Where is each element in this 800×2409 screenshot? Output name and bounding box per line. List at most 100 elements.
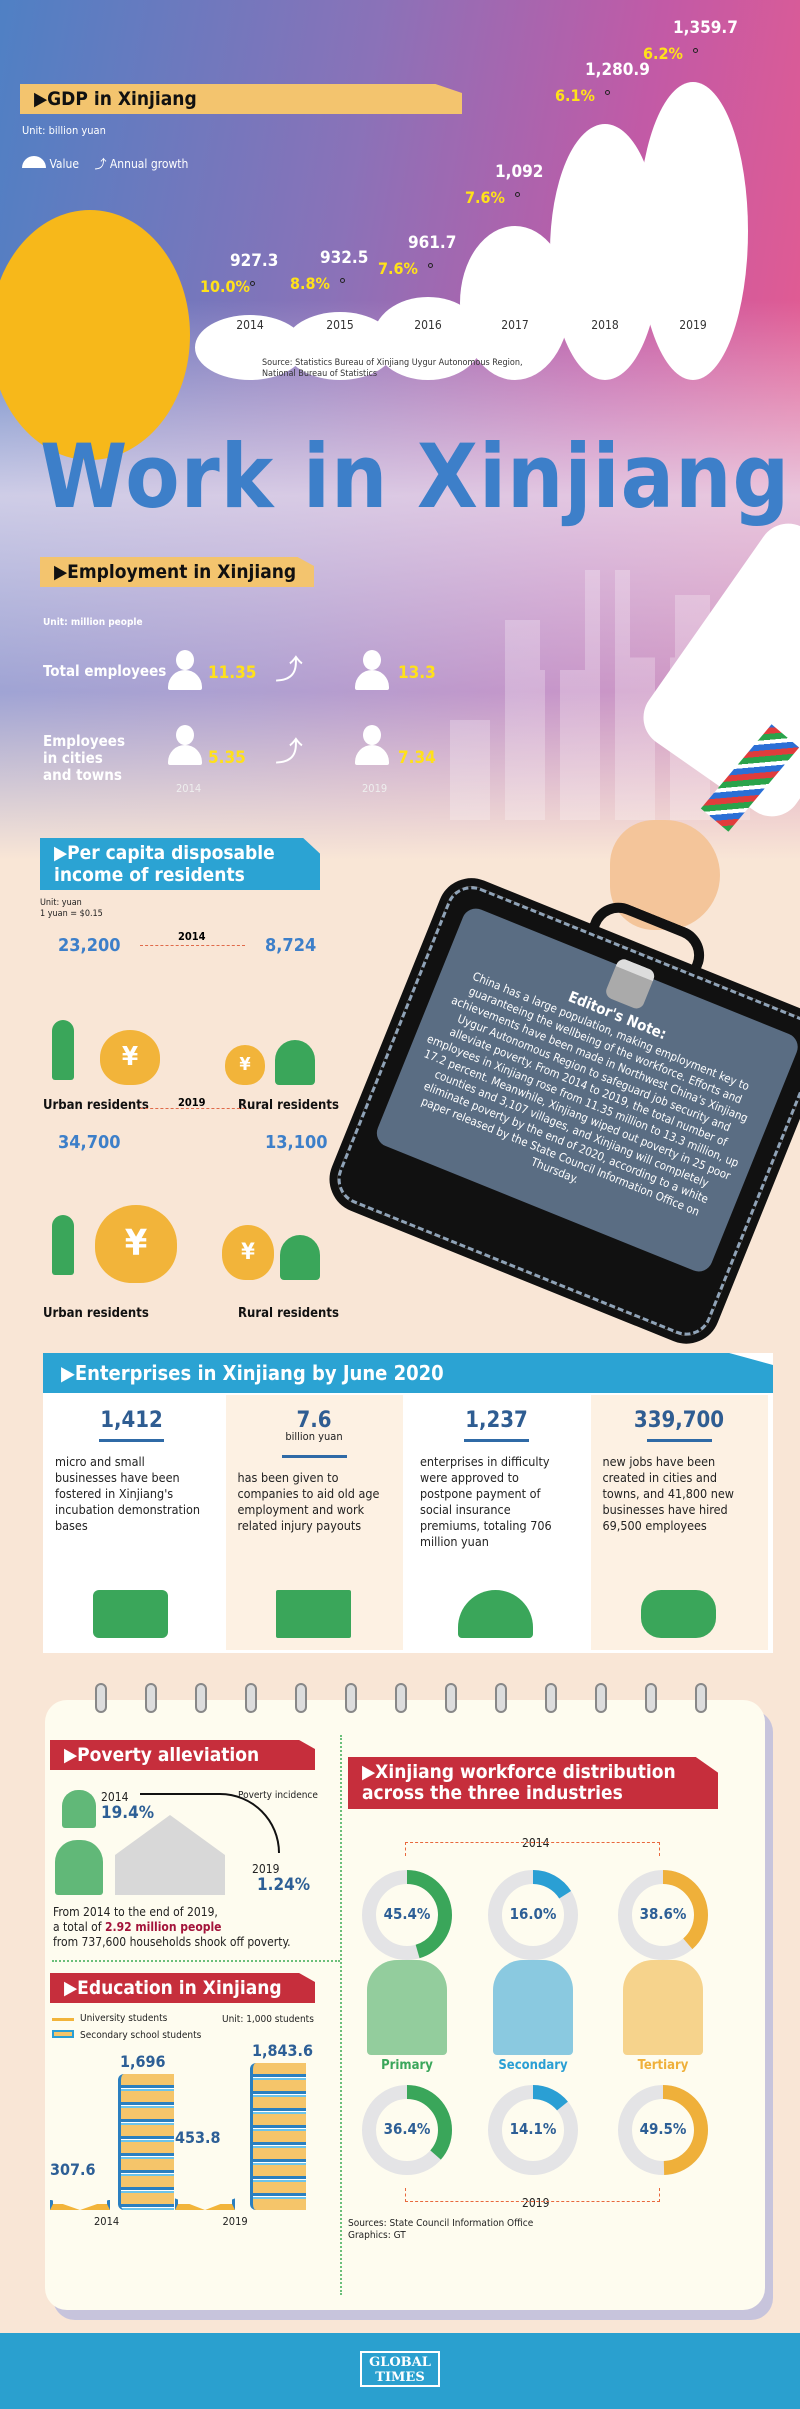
spiral-ring bbox=[595, 1683, 607, 1713]
gdp-value-label: 1,359.7 bbox=[673, 17, 738, 38]
gdp-unit: Unit: billion yuan bbox=[22, 124, 106, 137]
gdp-year-label: 2016 bbox=[414, 318, 442, 332]
employment-title: Employment in Xinjiang bbox=[67, 561, 297, 583]
workforce-donut bbox=[488, 2085, 578, 2175]
open-book-icon bbox=[52, 2015, 74, 2021]
office-worker-icon bbox=[93, 1590, 168, 1638]
divider bbox=[281, 1455, 347, 1458]
enterprise-number: 7.6 bbox=[296, 1408, 332, 1433]
donut-segment-primary bbox=[362, 2085, 452, 2175]
summary-line: from 737,600 households shook off povert… bbox=[53, 1935, 291, 1949]
factory-icon bbox=[493, 1960, 573, 2055]
bracket-2019 bbox=[405, 2188, 660, 2202]
enterprise-number: 1,412 bbox=[100, 1408, 163, 1433]
gdp-title: GDP in Xinjiang bbox=[47, 88, 197, 110]
rate-text: 1 yuan = $0.15 bbox=[40, 909, 103, 919]
divider bbox=[464, 1439, 529, 1442]
gdp-growth-label: 7.6% bbox=[378, 258, 418, 278]
dashed-line bbox=[140, 945, 245, 946]
rural-2014-value: 8,724 bbox=[265, 935, 317, 956]
enterprise-card: 7.6 billion yuan has been given to compani… bbox=[225, 1395, 403, 1650]
spiral-ring bbox=[95, 1683, 107, 1713]
briefcase: Editor's Note: China has a large populat… bbox=[318, 841, 800, 1378]
dashed-line bbox=[140, 1108, 245, 1109]
divider bbox=[646, 1439, 712, 1442]
summary-line: a total of 2.92 million people bbox=[53, 1920, 291, 1935]
enterprise-unit: billion yuan bbox=[285, 1430, 343, 1443]
secondary-students-value: 1,843.6 bbox=[252, 2040, 314, 2060]
workforce-percent: 16.0% bbox=[509, 1905, 557, 1923]
year-label: 2014 bbox=[176, 782, 202, 795]
people-icon bbox=[62, 1790, 96, 1828]
workforce-donut bbox=[618, 1870, 708, 1960]
workforce-donut bbox=[362, 2085, 452, 2175]
cloud-value-icon bbox=[22, 156, 46, 168]
enterprises-title: Enterprises in Xinjiang by June 2020 bbox=[74, 1361, 444, 1385]
enterprise-number: 339,700 bbox=[633, 1408, 725, 1433]
gdp-header: ▶GDP in Xinjiang bbox=[20, 84, 462, 114]
money-bag-icon: ¥ bbox=[100, 1030, 160, 1085]
rural-label: Rural residents bbox=[238, 1306, 339, 1321]
year-2014: 2014 bbox=[178, 930, 206, 943]
group-icon bbox=[640, 1590, 716, 1638]
secondary-students-value: 1,696 bbox=[120, 2052, 166, 2072]
poverty-2019-value: 1.24% bbox=[257, 1875, 311, 1895]
gdp-legend: Value ⤴ Annual growth bbox=[22, 155, 188, 172]
urban-2019-value: 34,700 bbox=[58, 1132, 121, 1153]
waiter-truck-icon bbox=[623, 1960, 703, 2055]
employment-header: ▶Employment in Xinjiang bbox=[40, 557, 314, 587]
legend-sec: Secondary school students bbox=[52, 2027, 201, 2044]
donut-segment-tertiary bbox=[618, 2085, 708, 2175]
cities-employees-label: Employees in cities and towns bbox=[43, 732, 125, 784]
poverty-summary: From 2014 to the end of 2019, a total of… bbox=[53, 1905, 291, 1950]
bank-icon bbox=[275, 1590, 351, 1638]
education-year-label: 2014 bbox=[94, 2215, 120, 2228]
play-icon: ▶ bbox=[362, 1761, 376, 1783]
workforce-percent: 38.6% bbox=[639, 1905, 687, 1923]
play-icon: ▶ bbox=[54, 842, 68, 864]
gdp-growth-label: 10.0% bbox=[200, 277, 250, 297]
spiral-ring bbox=[445, 1683, 457, 1713]
enterprise-card: 339,700 new jobs have been created in cit… bbox=[590, 1395, 768, 1650]
workforce-sources: Sources: State Council Information Offic… bbox=[348, 2218, 533, 2242]
education-unit: Unit: 1,000 students bbox=[222, 2014, 314, 2025]
footer bbox=[0, 2333, 800, 2409]
education-legend: University students Secondary school stu… bbox=[52, 2010, 201, 2044]
gdp-value-label: 932.5 bbox=[320, 248, 369, 269]
graphics-credit: Graphics: GT bbox=[348, 2230, 406, 2241]
enterprise-text: new jobs have been created in cities and… bbox=[602, 1454, 735, 1533]
total-2019-value: 13.3 bbox=[398, 663, 436, 683]
summary-line: From 2014 to the end of 2019, bbox=[53, 1905, 218, 1919]
education-title: Education in Xinjiang bbox=[77, 1977, 282, 1999]
umbrella-icon bbox=[458, 1590, 533, 1638]
donut-segment-tertiary bbox=[618, 1870, 708, 1960]
bracket-2014 bbox=[405, 1842, 660, 1856]
growth-arrow-icon: ⤴ bbox=[94, 157, 107, 171]
education-year-label: 2019 bbox=[222, 2215, 248, 2228]
workforce-title: Xinjiang workforce distribution bbox=[375, 1761, 676, 1783]
industry-label: Secondary bbox=[498, 2058, 568, 2073]
cities-2014-value: 5.35 bbox=[208, 748, 246, 768]
gdp-value-label: 961.7 bbox=[408, 232, 457, 253]
unit-text: Unit: yuan bbox=[40, 898, 82, 908]
industry-label: Tertiary bbox=[637, 2058, 689, 2073]
enterprise-card: 1,237 enterprises in difficulty were appr… bbox=[408, 1395, 585, 1650]
global-times-logo: GLOBAL TIMES bbox=[360, 2351, 440, 2387]
urban-2014-value: 23,200 bbox=[58, 935, 121, 956]
spiral-ring bbox=[145, 1683, 157, 1713]
gdp-year-label: 2018 bbox=[591, 318, 619, 332]
poverty-title: Poverty alleviation bbox=[77, 1744, 260, 1766]
workforce-donut bbox=[488, 1870, 578, 1960]
workforce-percent: 49.5% bbox=[639, 2120, 687, 2138]
workforce-title-2: across the three industries bbox=[362, 1782, 623, 1804]
rural-2019-value: 13,100 bbox=[265, 1132, 328, 1153]
play-icon: ▶ bbox=[64, 1977, 78, 1999]
year-label: 2019 bbox=[362, 782, 388, 795]
divider bbox=[340, 1735, 342, 2295]
cities-2019-value: 7.34 bbox=[398, 748, 436, 768]
farmer-icon bbox=[275, 1040, 315, 1085]
enterprise-card: 1,412 micro and small businesses have bee… bbox=[43, 1395, 220, 1650]
rural-label: Rural residents bbox=[238, 1098, 339, 1113]
spiral-ring bbox=[645, 1683, 657, 1713]
book-stack-icon bbox=[52, 2030, 74, 2038]
